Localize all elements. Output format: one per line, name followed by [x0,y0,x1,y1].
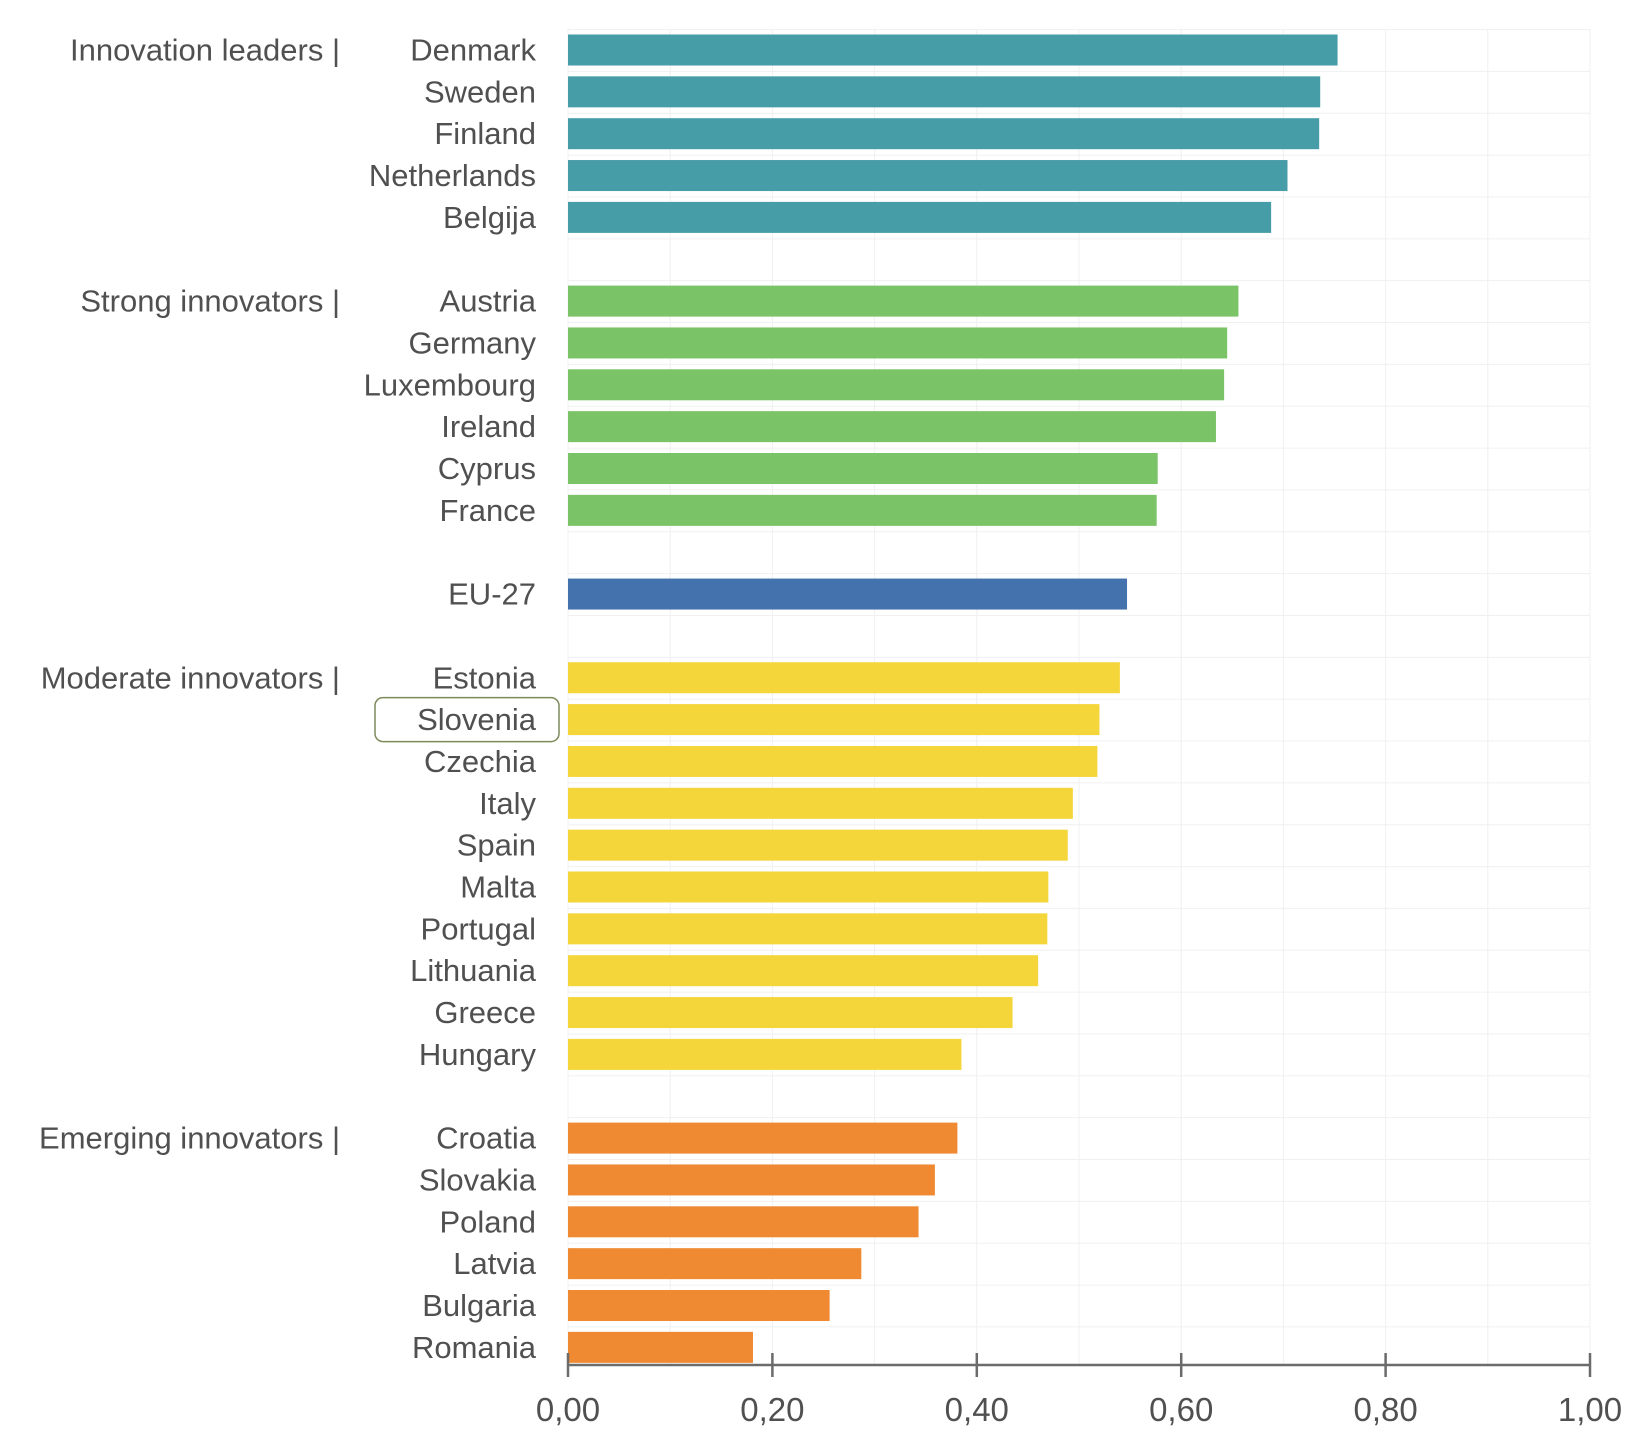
bar-czechia [568,745,1098,777]
bar-finland [568,118,1320,150]
category-label-croatia: Croatia [436,1121,537,1156]
category-label-estonia: Estonia [433,660,537,695]
category-label-cyprus: Cyprus [438,451,536,486]
category-label-greece: Greece [434,995,536,1030]
bar-france [568,494,1157,526]
bar-netherlands [568,160,1288,192]
x-tick-label: 1,00 [1558,1391,1622,1428]
bar-greece [568,997,1013,1029]
category-label-slovenia: Slovenia [417,702,537,737]
group-label-innovation-leaders: Innovation leaders | [70,33,340,68]
category-label-hungary: Hungary [419,1037,537,1072]
group-label-moderate-innovators: Moderate innovators | [41,660,340,695]
bar-sweden [568,76,1321,108]
category-label-sweden: Sweden [424,74,536,109]
category-label-bulgaria: Bulgaria [422,1288,536,1323]
category-label-finland: Finland [434,116,536,151]
category-label-germany: Germany [409,325,537,360]
bar-ireland [568,411,1216,443]
category-label-france: France [440,493,536,528]
bar-denmark [568,34,1338,66]
category-label-slovakia: Slovakia [419,1162,537,1197]
bar-malta [568,871,1049,903]
category-label-belgija: Belgija [443,200,537,235]
x-tick-label: 0,80 [1353,1391,1417,1428]
x-axis: 0,00 0,20 0,40 0,60 0,80 1,00 [536,1353,1622,1428]
bar-germany [568,327,1228,359]
category-label-latvia: Latvia [453,1246,536,1281]
x-tick-label: 0,00 [536,1391,600,1428]
category-label-czechia: Czechia [424,744,537,779]
group-label-emerging-innovators: Emerging innovators | [39,1121,340,1156]
category-label-austria: Austria [440,284,537,319]
category-label-netherlands: Netherlands [369,158,536,193]
category-label-poland: Poland [439,1204,536,1239]
category-label-eu-27: EU-27 [448,577,536,612]
bar-estonia [568,662,1120,694]
category-label-ireland: Ireland [441,409,536,444]
bar-hungary [568,1038,962,1070]
bar-croatia [568,1122,958,1154]
bar-luxembourg [568,369,1225,401]
x-tick-label: 0,40 [945,1391,1009,1428]
category-label-denmark: Denmark [410,33,536,68]
bar-spain [568,829,1068,861]
group-labels: Innovation leaders | Strong innovators | M… [39,33,340,1156]
bar-cyprus [568,453,1158,484]
bar-slovenia [568,704,1100,736]
category-label-luxembourg: Luxembourg [364,367,536,402]
category-label-italy: Italy [479,786,536,821]
category-label-spain: Spain [457,828,536,863]
bar-lithuania [568,955,1039,987]
bar-eu-27 [568,578,1128,610]
bar-austria [568,285,1239,317]
grid-lines [567,29,1591,1365]
bar-slovakia [568,1164,935,1196]
bar-belgija [568,201,1272,233]
group-label-strong-innovators: Strong innovators | [80,284,340,319]
category-label-malta: Malta [460,870,537,905]
x-tick-label: 0,60 [1149,1391,1213,1428]
highlight-box-slovenia [374,696,560,743]
bars [568,34,1338,1363]
category-label-portugal: Portugal [421,911,536,946]
bar-romania [568,1331,753,1363]
bar-italy [568,787,1073,819]
bar-latvia [568,1248,862,1280]
bar-bulgaria [568,1290,830,1321]
bar-portugal [568,913,1048,945]
category-label-romania: Romania [412,1330,537,1365]
bar-poland [568,1206,919,1238]
category-labels: Denmark Sweden Finland Netherlands Belgija Au… [364,33,560,1365]
x-tick-label: 0,20 [740,1391,804,1428]
category-label-lithuania: Lithuania [410,953,537,988]
